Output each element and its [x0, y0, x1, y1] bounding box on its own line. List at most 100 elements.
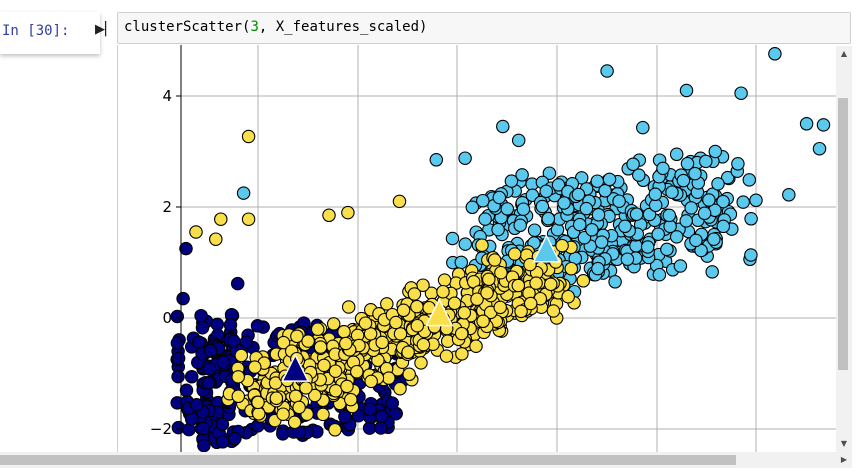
data-point: [299, 381, 313, 395]
data-point: [410, 299, 424, 314]
data-point: [328, 384, 343, 398]
data-point: [629, 207, 644, 221]
data-point: [507, 247, 522, 261]
data-point: [731, 157, 745, 171]
data-point: [236, 186, 251, 200]
data-point: [480, 286, 494, 300]
data-point: [511, 133, 526, 148]
data-point: [239, 335, 254, 349]
data-point: [328, 364, 343, 378]
horizontal-scroll-thumb[interactable]: [0, 455, 736, 465]
vertical-scroll-thumb[interactable]: [838, 98, 848, 370]
data-point: [656, 161, 670, 176]
data-point: [196, 421, 210, 436]
data-point: [557, 196, 571, 210]
data-point: [170, 336, 185, 350]
data-point: [358, 316, 373, 330]
data-point: [326, 317, 341, 331]
data-point: [209, 232, 223, 246]
scroll-down-icon[interactable]: ▼: [840, 439, 848, 448]
data-point: [541, 211, 556, 226]
data-point: [445, 231, 460, 246]
data-point: [679, 214, 693, 228]
data-point: [688, 166, 702, 181]
data-point: [493, 300, 507, 315]
data-point: [407, 287, 422, 301]
y-tick-label: 4: [162, 87, 172, 105]
data-point: [500, 202, 515, 216]
data-point: [350, 364, 364, 379]
data-point: [705, 265, 719, 279]
data-point: [579, 201, 594, 216]
horizontal-scrollbar[interactable]: ▶: [0, 452, 852, 468]
data-point: [385, 396, 400, 410]
data-point: [720, 170, 735, 185]
code-input-area[interactable]: clusterScatter(3, X_features_scaled): [117, 12, 851, 44]
vertical-scrollbar[interactable]: ▲ ▼: [836, 46, 852, 452]
data-point: [197, 438, 211, 453]
data-point: [551, 178, 566, 192]
data-point: [496, 119, 510, 134]
data-point: [414, 356, 428, 370]
data-point: [702, 193, 716, 207]
data-point: [189, 225, 203, 239]
data-point: [389, 315, 403, 330]
data-point: [241, 212, 256, 226]
data-point: [620, 252, 635, 266]
data-point: [252, 407, 266, 421]
data-point: [487, 253, 502, 267]
data-point: [527, 223, 542, 237]
scroll-right-icon[interactable]: ▶: [840, 455, 848, 464]
data-point: [576, 274, 591, 288]
data-point: [290, 329, 304, 344]
data-point: [458, 151, 472, 165]
data-point: [393, 381, 407, 396]
data-point: [223, 318, 238, 332]
data-point: [380, 297, 394, 311]
data-point: [523, 296, 538, 311]
data-point: [482, 272, 496, 287]
data-point: [511, 278, 526, 293]
data-point: [799, 117, 814, 131]
data-point: [626, 157, 640, 172]
data-point: [594, 235, 609, 249]
data-point: [679, 83, 694, 98]
data-point: [476, 314, 490, 329]
data-point: [699, 154, 713, 169]
data-point: [292, 400, 306, 415]
data-point: [393, 327, 408, 341]
data-point: [402, 367, 416, 382]
data-point: [697, 206, 712, 221]
data-point: [475, 238, 489, 252]
data-point: [313, 340, 328, 354]
data-point: [338, 409, 352, 424]
data-point: [339, 336, 353, 351]
data-point: [170, 309, 185, 324]
data-point: [648, 187, 663, 202]
code-line[interactable]: clusterScatter(3, X_features_scaled): [124, 19, 427, 35]
data-point: [179, 383, 194, 398]
data-point: [171, 351, 186, 366]
data-point: [344, 392, 358, 407]
data-point: [340, 379, 354, 394]
data-point: [228, 431, 242, 446]
data-point: [192, 335, 206, 349]
data-point: [636, 120, 650, 135]
step-run-icon[interactable]: ▶▏: [95, 22, 115, 37]
data-point: [179, 241, 193, 256]
data-point: [768, 47, 782, 61]
scroll-up-icon[interactable]: ▲: [840, 49, 848, 58]
data-point: [454, 326, 469, 341]
data-point: [410, 318, 425, 333]
data-point: [782, 188, 796, 202]
data-point: [539, 184, 553, 199]
data-point: [612, 194, 626, 208]
data-point: [591, 261, 605, 276]
data-point: [276, 335, 291, 350]
data-point: [203, 343, 218, 358]
data-point: [231, 370, 245, 384]
data-point: [288, 389, 303, 404]
data-point: [608, 275, 622, 289]
centroid-marker: [532, 234, 561, 263]
data-point: [375, 335, 389, 350]
